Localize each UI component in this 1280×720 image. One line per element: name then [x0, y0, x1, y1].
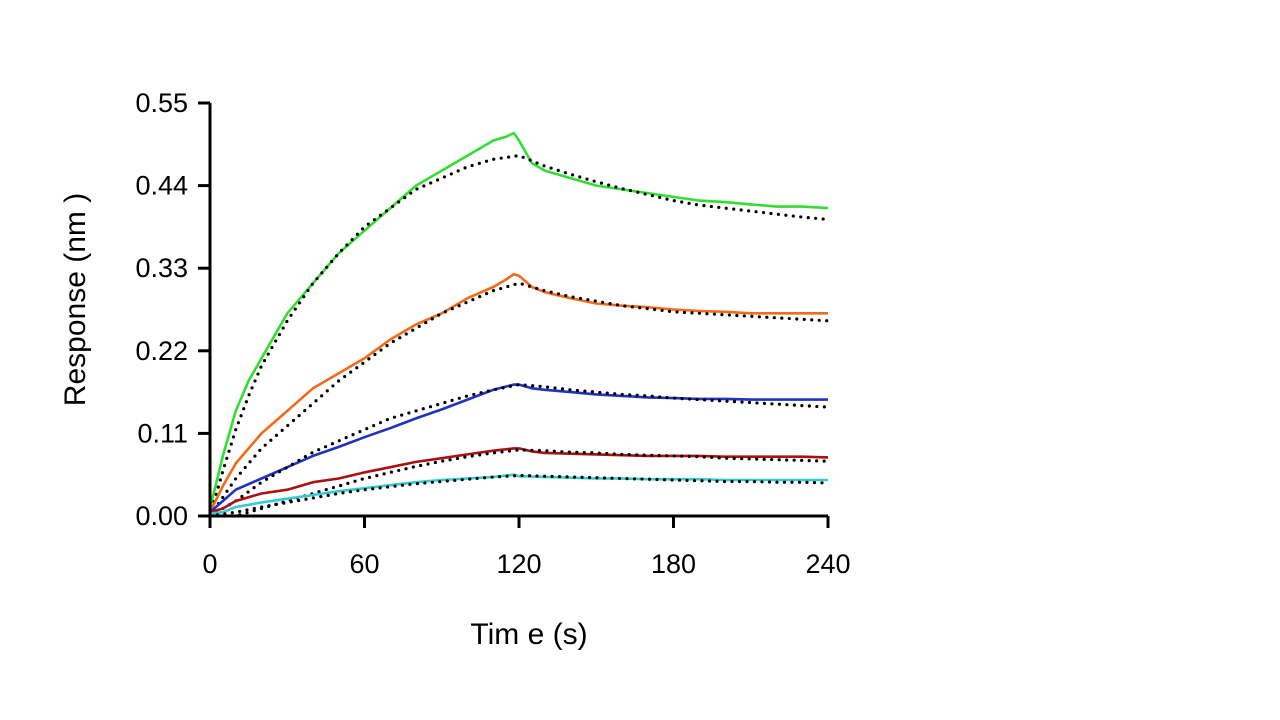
fit-line [208, 448, 830, 518]
axes-layer [208, 103, 828, 518]
fit-line [208, 473, 830, 518]
fit-line [208, 383, 830, 518]
y-tick-label: 0.22 [135, 336, 188, 366]
response-curve [209, 473, 828, 515]
fit-line [208, 154, 830, 518]
response-curve [208, 272, 828, 513]
y-tick-label: 0.55 [135, 88, 188, 118]
x-tick-label: 120 [496, 549, 541, 579]
y-tick-label: 0.11 [137, 418, 188, 448]
y-tick-label: 0.44 [135, 171, 188, 201]
x-tick-label: 0 [202, 549, 217, 579]
x-tick-label: 180 [651, 549, 696, 579]
y-axis-label: Response (nm ) [59, 193, 92, 406]
x-tick-label: 60 [349, 549, 379, 579]
y-tick-label: 0.33 [135, 253, 188, 283]
x-tick-label: 240 [805, 549, 850, 579]
ticks-layer: 0 60 120 180 240 0.00 0.11 0.22 0.33 0.44 0.55 [135, 88, 850, 579]
response-curve [208, 131, 829, 509]
y-tick-label: 0.00 [135, 501, 188, 531]
series-layer [208, 131, 830, 518]
x-axis-label: Tim e (s) [470, 618, 587, 651]
